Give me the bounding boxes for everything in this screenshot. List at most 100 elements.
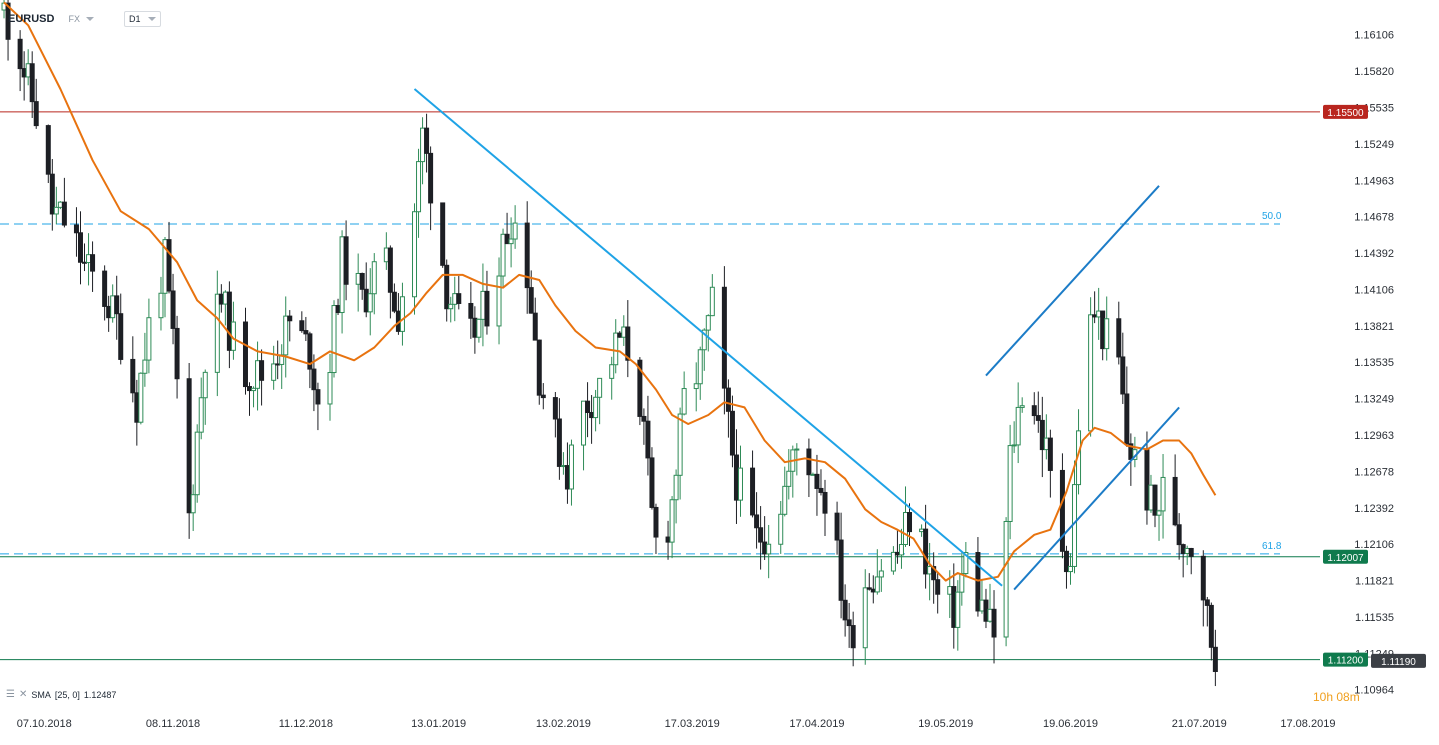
bear-candle xyxy=(846,619,852,627)
y-tick-label: 1.14963 xyxy=(1354,175,1394,187)
bull-candle xyxy=(1148,484,1154,511)
bear-candle xyxy=(307,333,313,370)
bull-candle xyxy=(1043,437,1049,451)
bear-candle xyxy=(1031,405,1037,417)
bull-candle xyxy=(57,201,63,208)
bear-candle xyxy=(134,392,140,423)
bear-candle xyxy=(556,418,562,467)
bear-candle xyxy=(838,539,844,601)
bear-candle xyxy=(166,239,172,292)
bull-candle xyxy=(862,587,868,649)
bull-candle xyxy=(190,494,196,514)
bear-candle xyxy=(721,286,727,389)
bear-candle xyxy=(247,386,253,392)
bear-candle xyxy=(564,465,570,490)
bear-candle xyxy=(637,359,643,417)
bull-candle xyxy=(955,591,961,628)
bull-candle xyxy=(581,400,587,446)
bear-candle xyxy=(118,313,124,360)
bull-candle xyxy=(1184,547,1190,554)
x-tick-label: 11.12.2018 xyxy=(279,718,333,730)
bear-candle xyxy=(456,293,462,304)
bull-candle xyxy=(947,586,953,595)
bull-candle xyxy=(25,63,31,78)
indicator-value: 1.12487 xyxy=(83,689,117,700)
bull-candle xyxy=(420,127,426,163)
bull-candle xyxy=(110,295,116,319)
bear-candle xyxy=(931,566,937,581)
bull-candle xyxy=(677,413,683,476)
bear-candle xyxy=(935,579,941,595)
bear-candle xyxy=(834,512,840,541)
bull-candle xyxy=(283,315,289,356)
bear-candle xyxy=(391,291,397,312)
list-icon[interactable]: ☰ xyxy=(6,689,15,700)
bear-candle xyxy=(130,358,136,394)
support-level-tag-bg xyxy=(1323,652,1368,667)
market-label: FX xyxy=(68,14,80,24)
bear-candle xyxy=(218,293,224,305)
close-icon[interactable]: ✕ xyxy=(18,689,28,700)
bear-candle xyxy=(733,454,739,501)
bear-candle xyxy=(822,491,828,514)
bull-candle xyxy=(1015,406,1021,446)
downtrend-trendline xyxy=(413,88,1003,587)
x-tick-label: 19.05.2019 xyxy=(918,718,973,730)
y-tick-label: 1.13821 xyxy=(1354,321,1394,333)
bull-candle xyxy=(927,566,933,575)
bull-candle xyxy=(902,512,908,545)
bear-candle xyxy=(617,332,623,338)
sma-line xyxy=(3,1,1217,582)
bear-candle xyxy=(49,173,55,215)
bull-candle xyxy=(198,397,204,433)
bull-candle xyxy=(778,513,784,545)
bear-candle xyxy=(311,368,317,391)
bull-candle xyxy=(782,485,788,515)
bear-candle xyxy=(114,295,120,315)
bear-candle xyxy=(1176,524,1182,546)
bear-candle xyxy=(102,270,108,307)
timeframe-select[interactable]: D1 xyxy=(123,11,162,27)
bull-candle xyxy=(705,315,711,331)
bull-candle xyxy=(508,238,514,245)
y-tick-label: 1.12106 xyxy=(1354,539,1394,551)
bull-candle xyxy=(416,161,422,213)
bull-candle xyxy=(597,377,603,398)
bear-candle xyxy=(170,290,176,329)
bull-candle xyxy=(146,317,152,361)
y-tick-label: 1.11821 xyxy=(1355,576,1394,588)
indicator-params: [25, 0] xyxy=(54,689,80,700)
bear-candle xyxy=(468,302,474,319)
y-tick-label: 1.14678 xyxy=(1354,212,1394,224)
bear-candle xyxy=(226,291,232,351)
bear-candle xyxy=(17,38,23,70)
bull-candle xyxy=(898,543,904,556)
bear-candle xyxy=(894,551,900,556)
last-price-tag: 1.11190 xyxy=(1381,657,1416,668)
bull-candle xyxy=(1160,476,1166,512)
bull-candle xyxy=(609,364,615,379)
bull-candle xyxy=(138,372,144,423)
bull-candle xyxy=(255,360,261,389)
bear-candle xyxy=(1047,437,1053,471)
y-tick-label: 1.10964 xyxy=(1354,685,1394,697)
bear-candle xyxy=(1124,393,1130,445)
indicator-legend: ☰ ✕ SMA [25, 0] 1.12487 xyxy=(6,689,116,700)
y-tick-label: 1.16106 xyxy=(1354,30,1394,42)
bull-candle xyxy=(399,296,405,332)
bull-candle xyxy=(448,303,454,310)
bear-candle xyxy=(444,264,450,310)
bull-candle xyxy=(480,290,486,320)
bull-candle xyxy=(1007,445,1013,522)
symbol-label[interactable]: EURUSD xyxy=(8,13,55,25)
bull-candle xyxy=(53,206,59,215)
x-tick-label: 13.01.2019 xyxy=(411,718,466,730)
bull-candle xyxy=(786,470,792,487)
bull-candle xyxy=(681,388,687,415)
bear-candle xyxy=(1100,310,1106,350)
market-dropdown-icon[interactable] xyxy=(85,17,94,21)
bear-candle xyxy=(589,412,595,419)
bull-candle xyxy=(1011,444,1017,447)
